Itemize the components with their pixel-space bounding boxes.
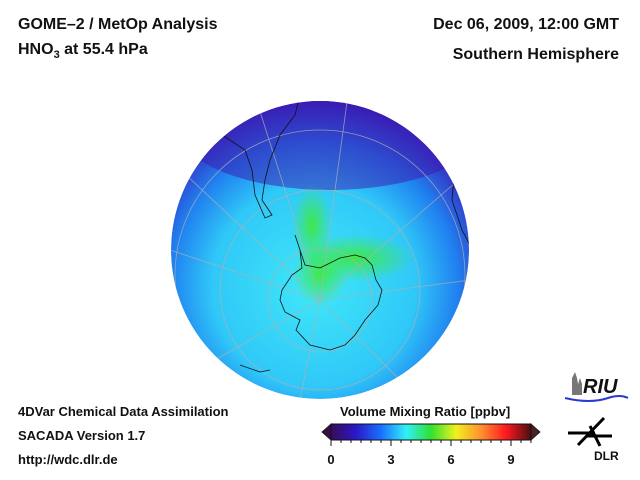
footer-line-2: SACADA Version 1.7 (18, 428, 146, 443)
colorbar-tick-label: 9 (507, 452, 515, 467)
species-name: HNO (18, 41, 54, 58)
colorbar-tick-label: 0 (327, 452, 335, 467)
colorbar-tick-label: 6 (447, 452, 455, 467)
colorbar-gradient (330, 423, 532, 441)
graticule (171, 101, 469, 399)
colorbar-title: Volume Mixing Ratio [ppbv] (340, 404, 511, 419)
riu-logo (564, 372, 629, 402)
colorbar-tick-label: 3 (387, 452, 395, 467)
riu-logo-text: RIU (583, 376, 618, 398)
globe (171, 101, 469, 399)
colorbar-max-arrow (530, 423, 541, 441)
colorbar (321, 423, 541, 446)
date-time: Dec 06, 2009, 12:00 GMT (433, 16, 619, 33)
footer-line-1: 4DVar Chemical Data Assimilation (18, 404, 229, 419)
footer-link[interactable]: http://wdc.dlr.de (18, 452, 118, 467)
title-line-2: HNO3 at 55.4 hPa (18, 41, 148, 61)
pressure-level: at 55.4 hPa (59, 41, 148, 58)
colorbar-min-arrow (321, 423, 332, 441)
title-line-1: GOME–2 / MetOp Analysis (18, 16, 218, 33)
dlr-logo (568, 416, 612, 447)
hemisphere-label: Southern Hemisphere (452, 46, 619, 63)
species-subscript: 3 (53, 49, 60, 62)
dlr-logo-text: DLR (594, 449, 619, 463)
